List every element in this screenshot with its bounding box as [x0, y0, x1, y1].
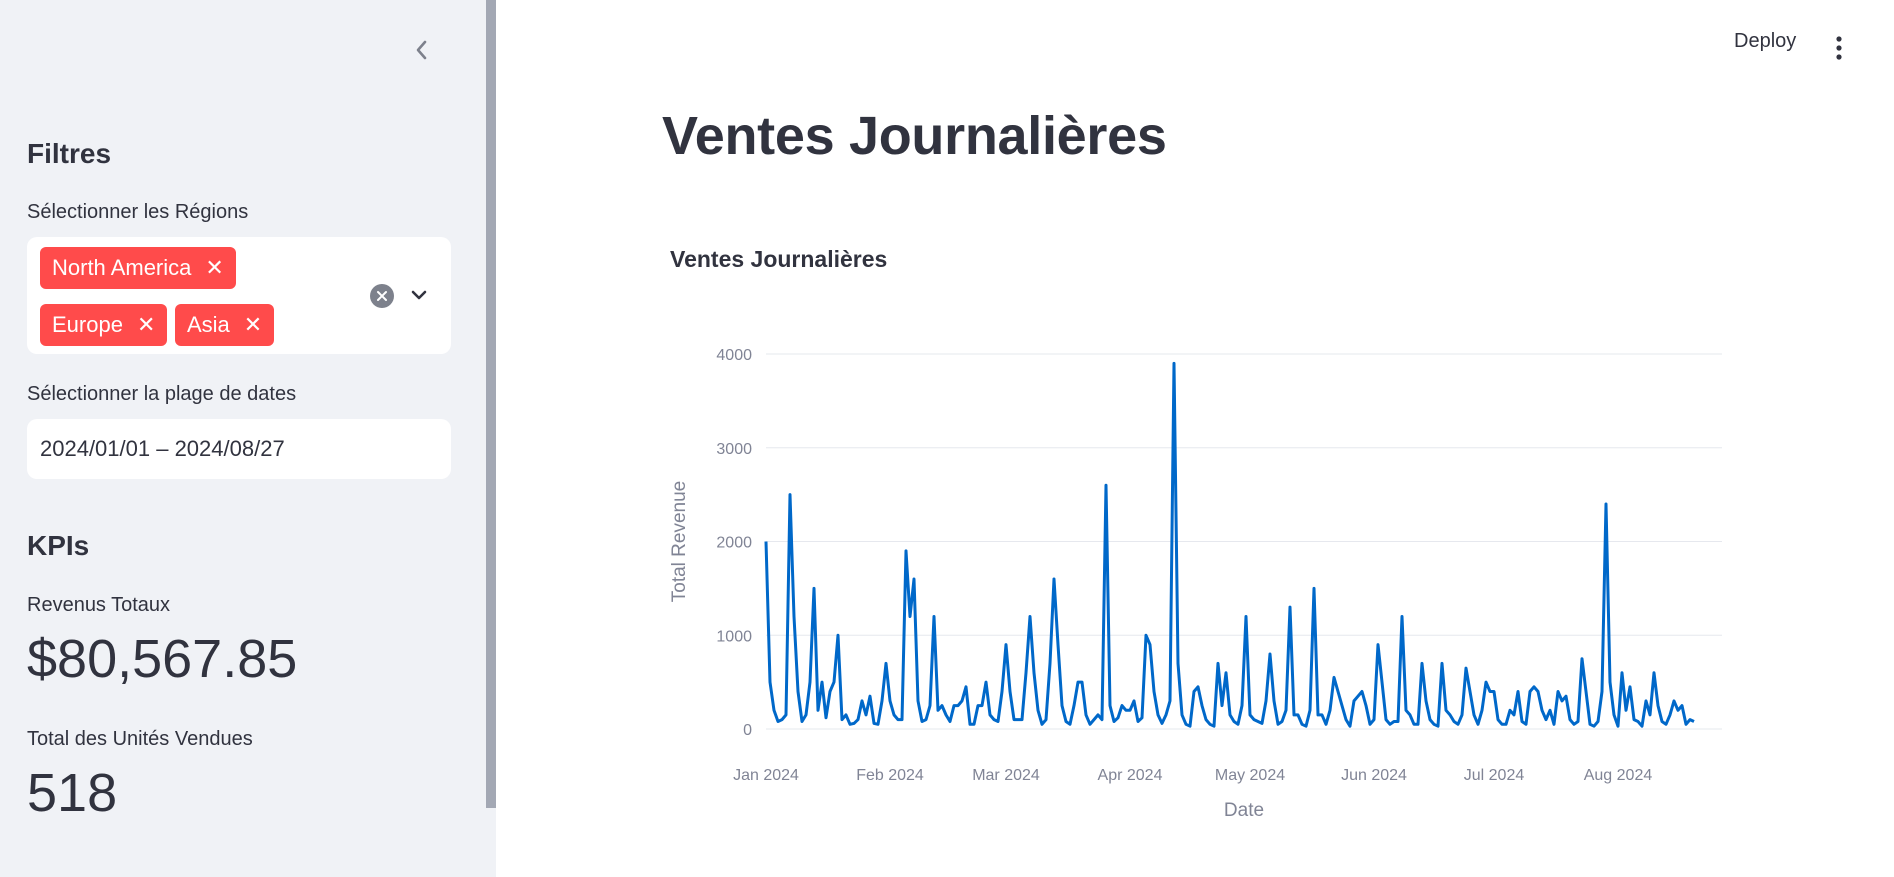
date-range-input[interactable]: 2024/01/01 – 2024/08/27 — [27, 419, 451, 479]
region-tag-label: North America — [52, 255, 192, 280]
more-menu-icon[interactable] — [1832, 34, 1846, 62]
region-tag-europe: Europe ✕ — [40, 304, 168, 346]
y-axis-label: Total Revenue — [669, 481, 690, 602]
deploy-button[interactable]: Deploy — [1734, 30, 1797, 52]
x-tick-label: Feb 2024 — [856, 767, 924, 784]
revenue-line-chart: 0 1000 2000 3000 4000 Jan 2024 Feb 2024 Mar 202… — [669, 347, 1722, 821]
revenue-series-line — [764, 361, 1695, 728]
remove-region-icon[interactable]: ✕ — [136, 312, 156, 337]
x-tick-label: Jun 2024 — [1341, 767, 1407, 784]
y-tick-label: 3000 — [716, 441, 752, 458]
filters-heading: Filtres — [27, 138, 112, 169]
x-tick-label: May 2024 — [1215, 767, 1285, 784]
x-axis-label: Date — [1224, 800, 1264, 821]
y-tick-label: 2000 — [716, 535, 752, 552]
y-tick-label: 0 — [743, 722, 752, 739]
units-label: Total des Unités Vendues — [27, 728, 253, 750]
region-tag-label: Asia — [187, 312, 230, 337]
y-tick-label: 4000 — [716, 347, 752, 364]
collapse-sidebar-button[interactable] — [408, 34, 436, 66]
regions-multiselect[interactable]: North America ✕ Europe ✕ Asia ✕ — [27, 237, 451, 354]
x-tick-label: Jul 2024 — [1464, 767, 1525, 784]
revenue-value: $80,567.85 — [27, 629, 298, 689]
x-tick-label: Jan 2024 — [733, 767, 799, 784]
chevron-left-icon — [416, 40, 427, 60]
revenue-label: Revenus Totaux — [27, 594, 171, 616]
x-tick-label: Aug 2024 — [1584, 767, 1653, 784]
main-content: Deploy Ventes Journalières Ventes Journa… — [496, 0, 1894, 877]
page-title: Ventes Journalières — [662, 106, 1167, 166]
sidebar-scrollbar[interactable] — [486, 0, 496, 808]
sidebar: Filtres Sélectionner les Régions North A… — [0, 0, 496, 877]
kpis-heading: KPIs — [27, 530, 90, 561]
date-range-label: Sélectionner la plage de dates — [27, 383, 297, 405]
x-tick-label: Apr 2024 — [1098, 767, 1163, 784]
chart-title: Ventes Journalières — [670, 246, 888, 272]
x-tick-label: Mar 2024 — [972, 767, 1040, 784]
clear-all-icon[interactable] — [370, 284, 394, 308]
region-tag-label: Europe — [52, 312, 123, 337]
region-tag-north-america: North America ✕ — [40, 247, 236, 289]
regions-label: Sélectionner les Régions — [27, 201, 249, 223]
remove-region-icon[interactable]: ✕ — [243, 312, 263, 337]
chevron-down-icon[interactable] — [409, 285, 429, 310]
y-tick-label: 1000 — [716, 628, 752, 645]
region-tag-asia: Asia ✕ — [175, 304, 275, 346]
units-value: 518 — [27, 763, 118, 823]
remove-region-icon[interactable]: ✕ — [205, 255, 224, 280]
